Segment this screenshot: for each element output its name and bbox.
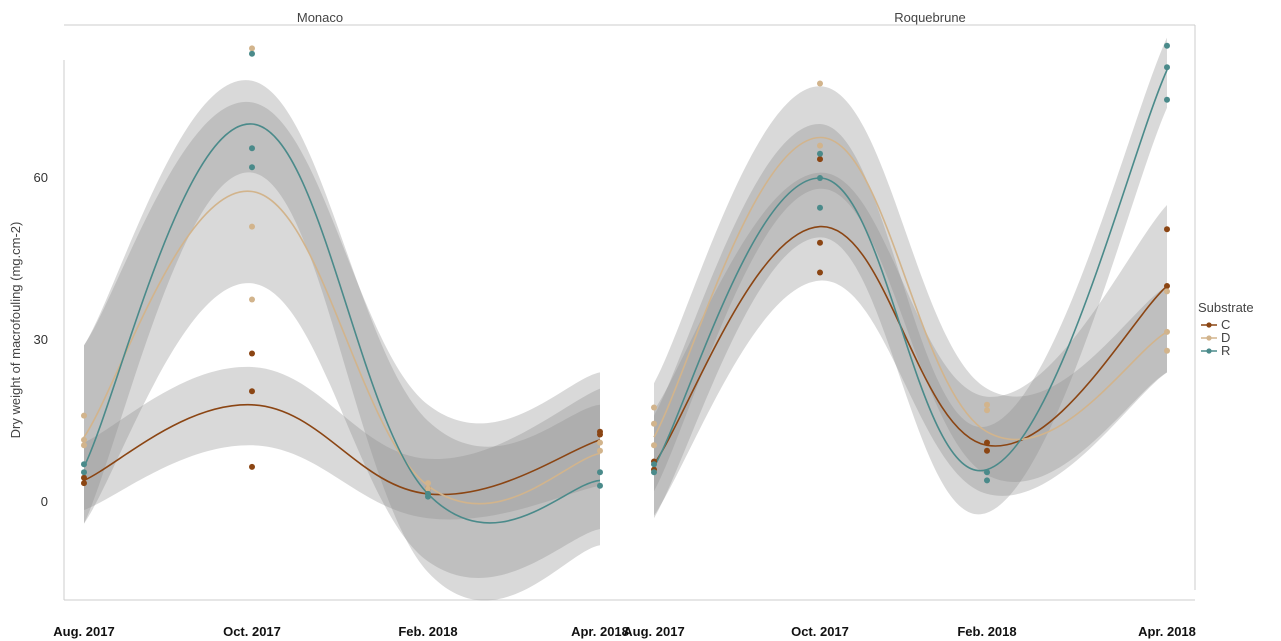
data-point-r [651, 469, 657, 476]
y-tick-label: 0 [41, 494, 48, 509]
data-point-r [249, 145, 255, 152]
data-point-r [81, 469, 87, 476]
legend-title: Substrate [1198, 300, 1254, 315]
data-point-c [81, 480, 87, 487]
data-point-d [597, 447, 603, 454]
data-point-d [249, 296, 255, 303]
data-point-d [1164, 347, 1170, 354]
data-point-c [1164, 226, 1170, 233]
confidence-band-monaco-d [84, 101, 600, 578]
y-tick-label: 60 [34, 170, 48, 185]
data-point-r [817, 204, 823, 211]
y-tick-label: 30 [34, 332, 48, 347]
data-point-d [1164, 328, 1170, 335]
data-point-d [1164, 288, 1170, 295]
legend-label-d: D [1221, 330, 1230, 345]
data-point-d [651, 404, 657, 411]
data-points [81, 42, 1170, 500]
confidence-band-monaco-c [84, 366, 600, 520]
legend-entry-r: R [1201, 343, 1230, 358]
data-point-c [81, 474, 87, 481]
data-point-c [984, 439, 990, 446]
data-point-d [597, 439, 603, 446]
confidence-band-roquebrune-r [654, 37, 1167, 519]
data-point-d [249, 45, 255, 52]
data-point-c [597, 428, 603, 435]
data-point-c [249, 350, 255, 357]
data-point-d [81, 436, 87, 443]
data-point-r [81, 461, 87, 468]
data-point-c [817, 269, 823, 276]
data-point-r [597, 469, 603, 476]
smooth-line-monaco-d [83, 190, 601, 505]
smooth-line-monaco-r [83, 123, 601, 524]
x-tick-label: Feb. 2018 [398, 624, 457, 639]
legend-label-r: R [1221, 343, 1230, 358]
confidence-band-roquebrune-d [654, 86, 1167, 492]
x-tick-label: Feb. 2018 [957, 624, 1016, 639]
legend: Substrate C D R [1198, 300, 1254, 358]
data-point-r [1164, 64, 1170, 71]
smooth-line-roquebrune-d [653, 136, 1168, 441]
x-tick-group: Aug. 2017 Oct. 2017 Feb. 2018 Apr. 2018 … [53, 624, 1196, 639]
data-point-d [817, 80, 823, 87]
confidence-bands [84, 37, 1167, 601]
data-point-d [425, 485, 431, 492]
data-point-d [817, 142, 823, 149]
data-point-r [817, 175, 823, 181]
legend-key-dot [1206, 322, 1212, 328]
data-point-r [1164, 96, 1170, 103]
data-point-d [81, 412, 87, 419]
data-point-r [249, 164, 255, 171]
smooth-line-monaco-c [83, 403, 601, 496]
data-point-d [425, 480, 431, 487]
data-point-r [597, 482, 603, 489]
data-point-d [249, 223, 255, 230]
data-point-d [984, 401, 990, 408]
facet-label-monaco: Monaco [297, 10, 343, 25]
x-tick-label: Apr. 2018 [1138, 624, 1196, 639]
data-point-d [81, 442, 87, 449]
x-tick-label: Aug. 2017 [623, 624, 684, 639]
legend-entry-d: D [1201, 330, 1230, 345]
smooth-line-roquebrune-r [653, 69, 1168, 472]
data-point-c [817, 156, 823, 163]
x-tick-label: Oct. 2017 [791, 624, 849, 639]
data-point-c [249, 463, 255, 470]
data-point-c [817, 239, 823, 246]
data-point-c [1164, 283, 1170, 289]
data-point-d [984, 407, 990, 414]
legend-entry-c: C [1201, 317, 1230, 332]
legend-label-c: C [1221, 317, 1230, 332]
data-point-r [984, 469, 990, 476]
data-point-c [984, 447, 990, 454]
smooth-lines [83, 69, 1168, 524]
data-point-r [984, 477, 990, 484]
x-tick-label: Apr. 2018 [571, 624, 629, 639]
facet-label-roquebrune: Roquebrune [894, 10, 966, 25]
legend-key-dot [1206, 335, 1212, 341]
confidence-band-monaco-r [84, 80, 600, 601]
data-point-c [249, 388, 255, 395]
data-point-r [249, 50, 255, 57]
data-point-r [817, 150, 823, 157]
legend-key-dot [1206, 348, 1212, 354]
data-point-r [651, 461, 657, 468]
y-tick-group: 0 30 60 [34, 170, 48, 509]
data-point-d [651, 420, 657, 427]
x-tick-label: Oct. 2017 [223, 624, 281, 639]
data-point-r [1164, 42, 1170, 49]
data-point-d [651, 442, 657, 449]
data-point-r [425, 490, 431, 497]
y-axis-title: Dry weight of macrofouling (mg.cm-2) [8, 222, 23, 439]
x-tick-label: Aug. 2017 [53, 624, 114, 639]
